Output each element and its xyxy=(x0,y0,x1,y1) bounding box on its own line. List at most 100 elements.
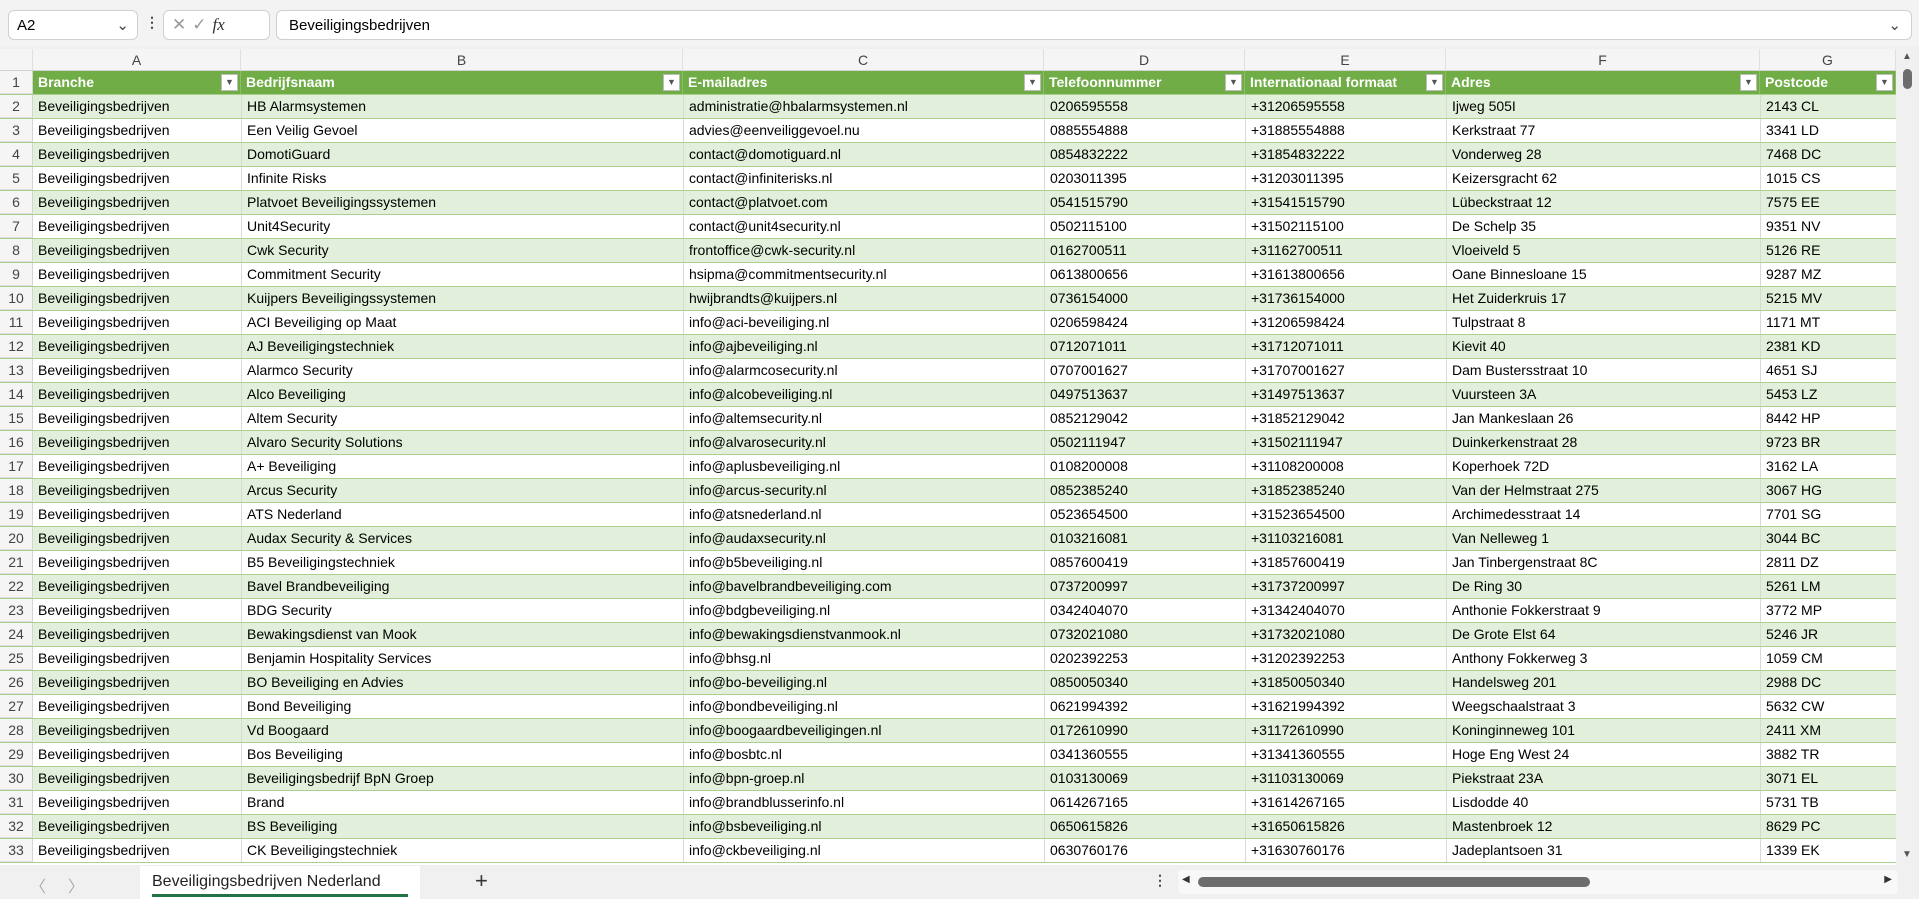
chevron-down-icon[interactable]: ⌄ xyxy=(116,17,129,34)
cell[interactable]: hsipma@commitmentsecurity.nl xyxy=(683,263,1044,286)
cell[interactable]: 5246 JR xyxy=(1760,623,1896,646)
cell[interactable]: De Schelp 35 xyxy=(1446,215,1760,238)
cell[interactable]: 3882 TR xyxy=(1760,743,1896,766)
cell[interactable]: Beveiligingsbedrijven xyxy=(33,839,241,862)
cell[interactable]: Lübeckstraat 12 xyxy=(1446,191,1760,214)
cell[interactable]: Koperhoek 72D xyxy=(1446,455,1760,478)
cell[interactable]: Piekstraat 23A xyxy=(1446,767,1760,790)
cell[interactable]: ATS Nederland xyxy=(241,503,683,526)
cell[interactable]: Beveiligingsbedrijf BpN Groep xyxy=(241,767,683,790)
cell[interactable]: 1171 MT xyxy=(1760,311,1896,334)
row-number[interactable]: 32 xyxy=(0,815,33,838)
cell[interactable]: Jan Tinbergenstraat 8C xyxy=(1446,551,1760,574)
cell[interactable]: Beveiligingsbedrijven xyxy=(33,455,241,478)
cell[interactable]: +31172610990 xyxy=(1245,719,1446,742)
cell[interactable]: Beveiligingsbedrijven xyxy=(33,647,241,670)
cell[interactable]: Beveiligingsbedrijven xyxy=(33,599,241,622)
cell[interactable]: contact@platvoet.com xyxy=(683,191,1044,214)
cell[interactable]: Het Zuiderkruis 17 xyxy=(1446,287,1760,310)
row-number[interactable]: 14 xyxy=(0,383,33,406)
column-header-F[interactable]: F xyxy=(1446,49,1760,70)
filter-dropdown-icon[interactable]: ▼ xyxy=(1024,74,1041,91)
cell[interactable]: 5261 LM xyxy=(1760,575,1896,598)
cell[interactable]: 5731 TB xyxy=(1760,791,1896,814)
cell[interactable]: info@atsnederland.nl xyxy=(683,503,1044,526)
column-header-D[interactable]: D xyxy=(1044,49,1245,70)
cell[interactable]: Archimedesstraat 14 xyxy=(1446,503,1760,526)
cell[interactable]: 0857600419 xyxy=(1044,551,1245,574)
row-number[interactable]: 2 xyxy=(0,95,33,118)
cell[interactable]: 9723 BR xyxy=(1760,431,1896,454)
cell[interactable]: Mastenbroek 12 xyxy=(1446,815,1760,838)
cell[interactable]: info@b5beveiliging.nl xyxy=(683,551,1044,574)
cell[interactable]: Hoge Eng West 24 xyxy=(1446,743,1760,766)
filter-dropdown-icon[interactable]: ▼ xyxy=(1876,74,1893,91)
row-number[interactable]: 13 xyxy=(0,359,33,382)
cell[interactable]: Beveiligingsbedrijven xyxy=(33,815,241,838)
cell[interactable]: Dam Bustersstraat 10 xyxy=(1446,359,1760,382)
cell[interactable]: 0172610990 xyxy=(1044,719,1245,742)
cell[interactable]: Beveiligingsbedrijven xyxy=(33,263,241,286)
horizontal-scroll-thumb[interactable] xyxy=(1198,877,1590,887)
cell[interactable]: Ijweg 505I xyxy=(1446,95,1760,118)
expand-formula-icon[interactable]: ⌄ xyxy=(1888,17,1901,34)
cell[interactable]: Beveiligingsbedrijven xyxy=(33,431,241,454)
filter-dropdown-icon[interactable]: ▼ xyxy=(221,74,238,91)
cell[interactable]: +31103130069 xyxy=(1245,767,1446,790)
row-number[interactable]: 3 xyxy=(0,119,33,142)
cell[interactable]: Lisdodde 40 xyxy=(1446,791,1760,814)
cell[interactable]: 8629 PC xyxy=(1760,815,1896,838)
cell[interactable]: info@bsbeveiliging.nl xyxy=(683,815,1044,838)
row-number[interactable]: 7 xyxy=(0,215,33,238)
cell[interactable]: 0502111947 xyxy=(1044,431,1245,454)
row-number[interactable]: 8 xyxy=(0,239,33,262)
cell[interactable]: info@arcus-security.nl xyxy=(683,479,1044,502)
row-number[interactable]: 20 xyxy=(0,527,33,550)
cell[interactable]: +31103216081 xyxy=(1245,527,1446,550)
row-number[interactable]: 15 xyxy=(0,407,33,430)
cell[interactable]: Cwk Security xyxy=(241,239,683,262)
cell[interactable]: 0497513637 xyxy=(1044,383,1245,406)
cell[interactable]: Bond Beveiliging xyxy=(241,695,683,718)
cell[interactable]: Duinkerkenstraat 28 xyxy=(1446,431,1760,454)
cell[interactable]: Beveiligingsbedrijven xyxy=(33,575,241,598)
cell[interactable]: Commitment Security xyxy=(241,263,683,286)
cell[interactable]: Alvaro Security Solutions xyxy=(241,431,683,454)
cell[interactable]: +31502115100 xyxy=(1245,215,1446,238)
select-all-corner[interactable] xyxy=(0,49,33,70)
row-number[interactable]: 28 xyxy=(0,719,33,742)
cell[interactable]: 0162700511 xyxy=(1044,239,1245,262)
cell[interactable]: Oane Binnesloane 15 xyxy=(1446,263,1760,286)
row-number[interactable]: 9 xyxy=(0,263,33,286)
prev-sheet-icon[interactable]: 〈 xyxy=(30,879,47,896)
row-number[interactable]: 24 xyxy=(0,623,33,646)
scroll-left-icon[interactable]: ◀ xyxy=(1182,874,1190,885)
cell[interactable]: Beveiligingsbedrijven xyxy=(33,791,241,814)
cell[interactable]: +31206598424 xyxy=(1245,311,1446,334)
tab-split-handle[interactable]: ⋮ xyxy=(1153,872,1167,888)
cell[interactable]: +31206595558 xyxy=(1245,95,1446,118)
cell[interactable]: B5 Beveiligingstechniek xyxy=(241,551,683,574)
cell[interactable]: 3071 EL xyxy=(1760,767,1896,790)
cell[interactable]: +31852129042 xyxy=(1245,407,1446,430)
column-header-C[interactable]: C xyxy=(683,49,1044,70)
cell[interactable]: +31732021080 xyxy=(1245,623,1446,646)
row-number[interactable]: 12 xyxy=(0,335,33,358)
cell[interactable]: +31342404070 xyxy=(1245,599,1446,622)
cell[interactable]: 2988 DC xyxy=(1760,671,1896,694)
cell[interactable]: contact@unit4security.nl xyxy=(683,215,1044,238)
confirm-icon[interactable]: ✓ xyxy=(192,15,213,34)
header-cell[interactable]: E-mailadres ▼ xyxy=(683,71,1044,94)
cell[interactable]: Bavel Brandbeveiliging xyxy=(241,575,683,598)
row-number[interactable]: 19 xyxy=(0,503,33,526)
cell[interactable]: +31854832222 xyxy=(1245,143,1446,166)
row-number[interactable]: 29 xyxy=(0,743,33,766)
cell[interactable]: info@boogaardbeveiligingen.nl xyxy=(683,719,1044,742)
cell[interactable]: 0630760176 xyxy=(1044,839,1245,862)
cell[interactable]: +31621994392 xyxy=(1245,695,1446,718)
row-number[interactable]: 21 xyxy=(0,551,33,574)
cell[interactable]: De Grote Elst 64 xyxy=(1446,623,1760,646)
cell[interactable]: 2143 CL xyxy=(1760,95,1896,118)
cell[interactable]: Jan Mankeslaan 26 xyxy=(1446,407,1760,430)
